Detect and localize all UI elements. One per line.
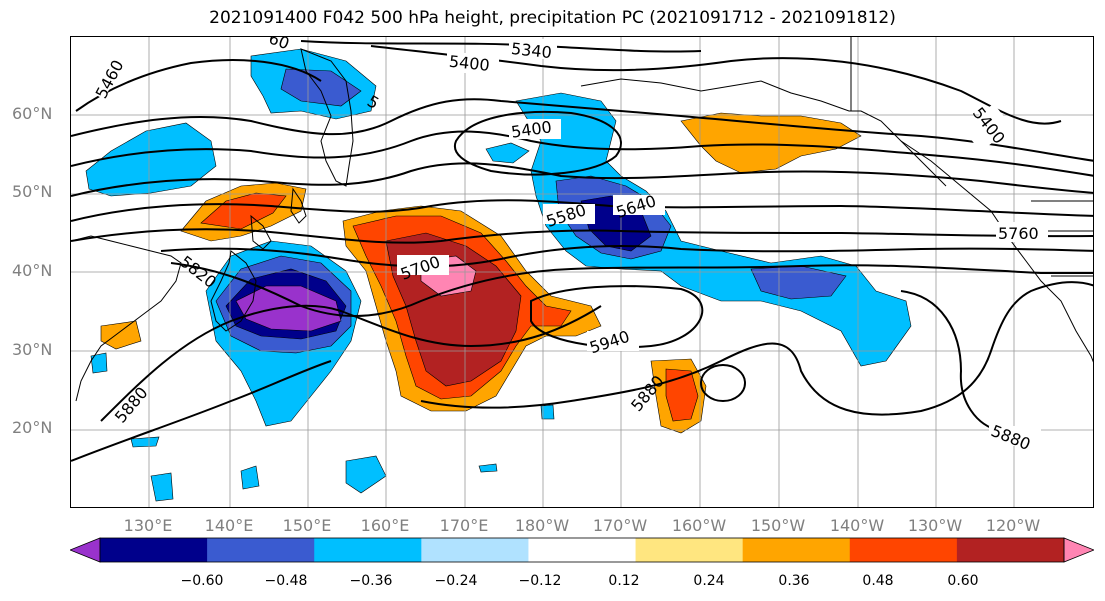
map-canvas: 5460 5340 5400 5400 5400 5580 5640 5760 … bbox=[71, 37, 1093, 507]
lat-label-50: 50°N bbox=[12, 182, 53, 201]
colorbar-extension-high bbox=[1063, 537, 1094, 563]
contour-south bbox=[71, 360, 332, 462]
colorbar-tick-1: −0.60 bbox=[180, 573, 224, 589]
contour-label-5760: 5760 bbox=[998, 224, 1039, 243]
precip-region-japan-sea-red bbox=[200, 192, 287, 230]
colorbar-segment bbox=[207, 538, 315, 562]
colorbar-tick-6: 0.12 bbox=[608, 573, 640, 589]
lon-label-150e: 150°E bbox=[282, 516, 332, 535]
contour-closed-hawaii bbox=[700, 364, 746, 402]
lon-label-170w: 170°W bbox=[592, 516, 648, 535]
contour-d bbox=[71, 199, 1093, 222]
precip-region-spot-4 bbox=[90, 352, 108, 374]
colorbar-tick-2: −0.48 bbox=[264, 573, 308, 589]
lon-label-180w: 180°W bbox=[514, 516, 570, 535]
lon-label-120w: 120°W bbox=[985, 516, 1041, 535]
precip-region-spot-5 bbox=[240, 465, 260, 490]
colorbar-tick-4: −0.24 bbox=[434, 573, 478, 589]
contour-label-5340: 5340 bbox=[510, 39, 552, 62]
colorbar-segment bbox=[528, 538, 637, 562]
precip-region-japan-east-purple bbox=[235, 285, 342, 332]
lon-label-140e: 140°E bbox=[204, 516, 254, 535]
contour-label-5400-a: 5400 bbox=[448, 52, 490, 75]
contour-5460 bbox=[75, 59, 322, 112]
colorbar-segment bbox=[956, 538, 1065, 562]
precip-region-alaska-orange bbox=[680, 112, 862, 174]
precip-region-spot-3 bbox=[345, 455, 387, 494]
colorbar-segment bbox=[314, 538, 422, 562]
lon-label-130e: 130°E bbox=[123, 516, 173, 535]
contour-a bbox=[71, 98, 1093, 162]
colorbar-tick-3: −0.36 bbox=[349, 573, 393, 589]
colorbar-tick-8: 0.36 bbox=[778, 573, 810, 589]
colorbar bbox=[70, 537, 1094, 563]
map-panel: 5460 5340 5400 5400 5400 5580 5640 5760 … bbox=[70, 36, 1094, 508]
precip-region-nw-dark bbox=[280, 68, 362, 107]
contour-5400-closed bbox=[453, 110, 622, 176]
contour-c bbox=[71, 162, 1093, 197]
lat-label-30: 30°N bbox=[12, 340, 53, 359]
lon-label-160e: 160°E bbox=[360, 516, 410, 535]
precip-region-okhotsk-blue bbox=[85, 122, 217, 197]
lon-label-170e: 170°E bbox=[439, 516, 489, 535]
lon-label-140w: 140°W bbox=[829, 516, 885, 535]
contour-e bbox=[71, 228, 1093, 244]
lon-label-160w: 160°W bbox=[671, 516, 727, 535]
colorbar-tick-7: 0.24 bbox=[693, 573, 725, 589]
contour-5940 bbox=[530, 285, 704, 349]
colorbar-segments bbox=[70, 537, 1094, 563]
lat-label-20: 20°N bbox=[12, 418, 53, 437]
colorbar-tick-10: 0.60 bbox=[947, 573, 979, 589]
colorbar-segment bbox=[742, 538, 851, 562]
precip-region-spot-2 bbox=[150, 472, 174, 502]
lat-label-40: 40°N bbox=[12, 261, 53, 280]
colorbar-outline bbox=[99, 537, 1065, 563]
precip-region-spot-8 bbox=[478, 463, 498, 473]
precip-region-hawaii-red bbox=[665, 368, 699, 422]
contour-5880-west bbox=[100, 304, 602, 422]
contour-5340 bbox=[300, 40, 702, 53]
contour-b bbox=[71, 130, 1093, 177]
colorbar-segment bbox=[421, 538, 529, 562]
precip-region-spot-1 bbox=[485, 142, 530, 164]
colorbar-extension-low bbox=[70, 537, 101, 563]
lon-label-150w: 150°W bbox=[750, 516, 806, 535]
lon-label-130w: 130°W bbox=[907, 516, 963, 535]
colorbar-tick-9: 0.48 bbox=[862, 573, 894, 589]
contour-5760 bbox=[160, 245, 1093, 268]
colorbar-tick-5: −0.12 bbox=[518, 573, 562, 589]
contour-5880-se bbox=[900, 290, 1002, 432]
height-contours bbox=[71, 40, 1093, 462]
colorbar-segment bbox=[849, 538, 958, 562]
colorbar-segment bbox=[635, 538, 744, 562]
precip-region-spot-7 bbox=[540, 404, 555, 420]
colorbar-segment bbox=[100, 538, 208, 562]
chart-title: 2021091400 F042 500 hPa height, precipit… bbox=[209, 8, 896, 28]
precip-region-korea-orange bbox=[100, 320, 142, 350]
contour-5880-east bbox=[420, 281, 1093, 416]
lat-label-60: 60°N bbox=[12, 104, 53, 123]
precip-region-spot-6 bbox=[130, 436, 160, 448]
